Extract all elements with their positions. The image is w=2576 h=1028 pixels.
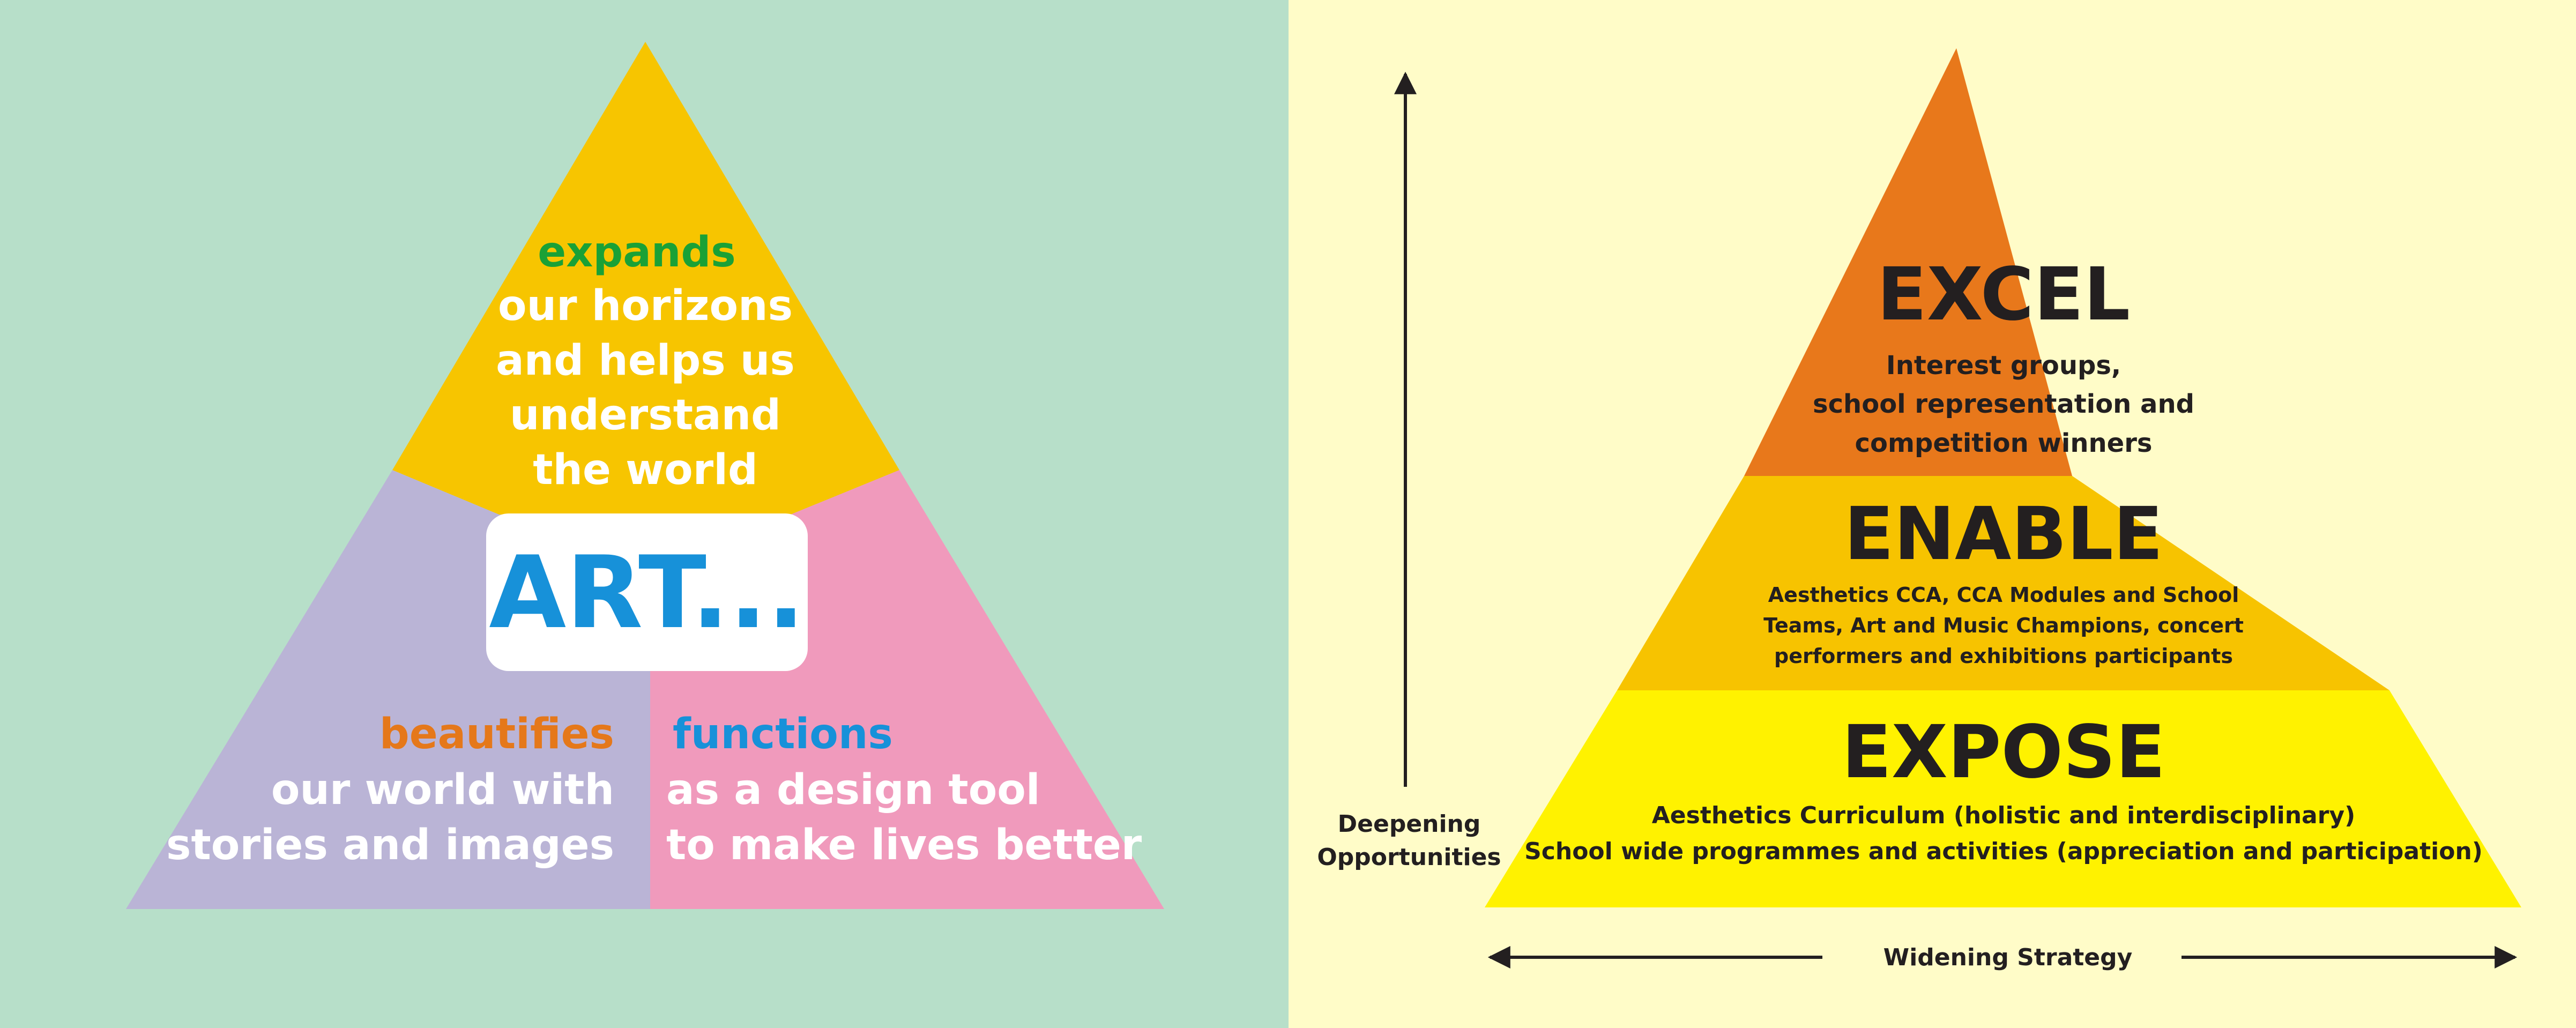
art-label-box [486, 513, 808, 671]
expose-title: EXPOSE [1842, 710, 2165, 795]
functions-line: as a design tool [666, 766, 1040, 814]
axes: Deepening Opportunities Widening Strateg… [1317, 71, 2518, 971]
beautifies-keyword: beautifies [379, 710, 614, 758]
enable-title: ENABLE [1844, 492, 2163, 577]
beautifies-line: stories and images [166, 821, 614, 869]
excel-description: competition winners [1855, 428, 2153, 458]
strategy-pyramid: EXCEL Interest groups, school representa… [1485, 48, 2521, 907]
enable-tier [1617, 476, 2389, 690]
expose-tier [1485, 690, 2521, 907]
expands-line: the world [533, 446, 758, 494]
horizontal-axis-label: Widening Strategy [1883, 944, 2133, 971]
beautifies-line: our world with [271, 766, 614, 814]
vertical-axis-label: Opportunities [1317, 844, 1501, 871]
art-pyramid: ART... expands our horizons and helps us… [126, 42, 1164, 909]
excel-description: school representation and [1813, 389, 2194, 419]
excel-title: EXCEL [1877, 252, 2130, 337]
enable-description: performers and exhibitions participants [1774, 644, 2233, 668]
vertical-axis-label: Deepening [1338, 810, 1481, 838]
pyramid-top-segment [392, 42, 899, 515]
expands-line: our horizons [498, 282, 793, 330]
enable-description: Teams, Art and Music Champions, concert [1763, 614, 2244, 637]
expose-description: Aesthetics Curriculum (holistic and inte… [1652, 802, 2356, 829]
excel-tier [1744, 48, 2072, 476]
functions-line: to make lives better [666, 821, 1142, 869]
excel-description: Interest groups, [1886, 351, 2121, 381]
expands-line: understand [510, 391, 781, 439]
art-label: ART... [489, 534, 805, 651]
enable-description: Aesthetics CCA, CCA Modules and School [1768, 583, 2239, 607]
expands-keyword: expands [538, 228, 735, 277]
expands-line: and helps us [496, 337, 795, 385]
functions-keyword: functions [673, 710, 893, 758]
expose-description: School wide programmes and activities (a… [1524, 838, 2483, 865]
